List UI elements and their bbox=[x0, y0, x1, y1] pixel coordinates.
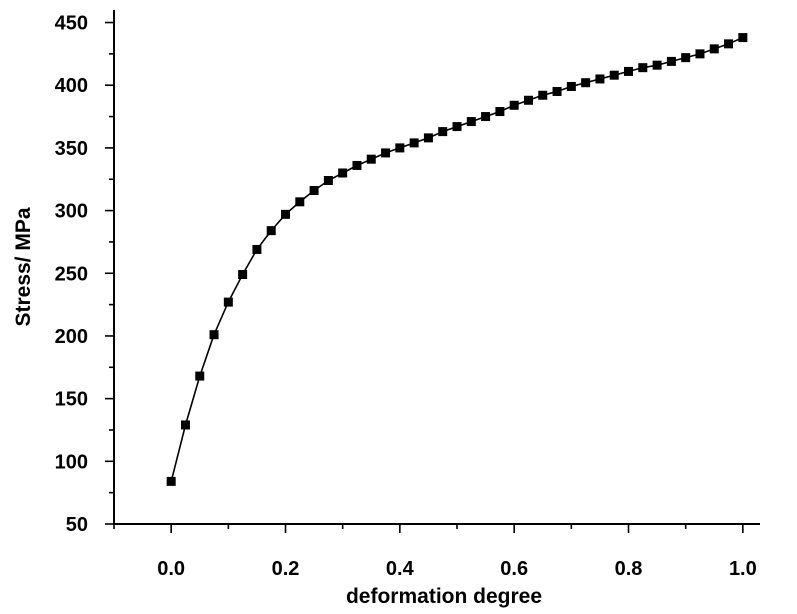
x-axis-title: deformation degree bbox=[346, 585, 542, 608]
y-tick-label: 200 bbox=[55, 326, 88, 348]
data-point bbox=[180, 420, 190, 430]
data-point bbox=[295, 197, 305, 207]
data-point bbox=[681, 53, 691, 63]
y-axis-ticks bbox=[105, 21, 114, 525]
y-tick-label: 150 bbox=[55, 389, 88, 411]
data-point bbox=[323, 175, 333, 185]
x-tick-label: 0.8 bbox=[615, 558, 643, 580]
y-tick-label: 350 bbox=[55, 138, 88, 160]
data-point bbox=[395, 143, 405, 153]
x-tick-label: 0.6 bbox=[500, 558, 528, 580]
x-tick-label: 0.0 bbox=[157, 558, 185, 580]
data-point bbox=[338, 168, 348, 178]
data-point bbox=[166, 476, 176, 486]
data-point bbox=[366, 154, 376, 164]
data-point bbox=[481, 112, 491, 122]
data-point bbox=[352, 160, 362, 170]
x-tick-label: 0.4 bbox=[386, 558, 415, 580]
data-point bbox=[223, 297, 233, 307]
x-axis-tick-labels: 0.0 0.2 0.4 0.6 0.8 1.0 bbox=[157, 558, 756, 580]
y-axis-title: Stress/ MPa bbox=[12, 207, 35, 326]
data-point bbox=[566, 81, 576, 91]
data-point bbox=[609, 70, 619, 80]
y-tick-label: 50 bbox=[66, 514, 88, 536]
x-tick-label: 1.0 bbox=[729, 558, 757, 580]
y-tick-label: 450 bbox=[55, 13, 88, 35]
data-point bbox=[195, 371, 205, 381]
data-point bbox=[466, 117, 476, 127]
data-point bbox=[652, 60, 662, 70]
data-point bbox=[209, 330, 219, 340]
x-tick-label: 0.2 bbox=[272, 558, 300, 580]
data-point bbox=[724, 39, 734, 49]
data-point bbox=[409, 138, 419, 148]
data-point bbox=[238, 270, 248, 280]
data-point bbox=[666, 56, 676, 66]
series-line bbox=[170, 36, 744, 482]
x-axis-ticks bbox=[113, 524, 744, 533]
data-point bbox=[709, 44, 719, 54]
y-tick-label: 100 bbox=[55, 451, 88, 473]
axes bbox=[113, 10, 760, 525]
data-point bbox=[638, 63, 648, 73]
data-point bbox=[581, 78, 591, 88]
data-point bbox=[695, 49, 705, 59]
data-point bbox=[266, 226, 276, 236]
y-tick-label: 300 bbox=[55, 201, 88, 223]
data-point bbox=[381, 148, 391, 158]
data-point bbox=[423, 133, 433, 143]
data-point bbox=[538, 90, 548, 100]
y-axis-tick-labels: 50 100 150 200 250 300 350 400 450 bbox=[55, 13, 88, 536]
data-point bbox=[281, 209, 291, 219]
data-point bbox=[252, 244, 262, 254]
data-point bbox=[624, 66, 634, 76]
data-point bbox=[552, 86, 562, 96]
data-series bbox=[166, 33, 748, 486]
data-point bbox=[595, 74, 605, 84]
data-point bbox=[495, 107, 505, 117]
y-tick-label: 250 bbox=[55, 263, 88, 285]
data-point bbox=[523, 95, 533, 105]
data-point bbox=[438, 127, 448, 137]
data-point bbox=[309, 186, 319, 196]
data-point bbox=[452, 122, 462, 132]
data-point bbox=[509, 100, 519, 110]
y-tick-label: 400 bbox=[55, 75, 88, 97]
data-point bbox=[738, 33, 748, 43]
